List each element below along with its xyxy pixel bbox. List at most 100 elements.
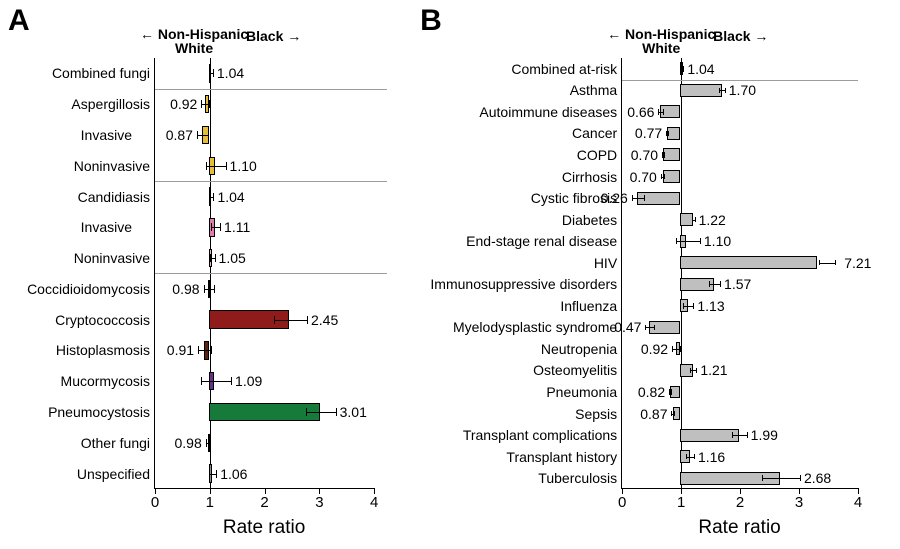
row-label: Noninvasive	[2, 243, 150, 274]
row-label: Unspecified	[2, 458, 150, 489]
value-label: 1.16	[698, 449, 725, 465]
value-label: 2.68	[804, 470, 831, 486]
bar-row: 3.01	[154, 397, 374, 428]
bar-row: 0.87	[154, 120, 374, 151]
row-label: Mucormycosis	[2, 366, 150, 397]
bar-row: 1.04	[154, 181, 374, 212]
bar-row: 1.13	[621, 295, 858, 317]
row-label: Combined fungi	[2, 58, 150, 89]
row-label: COPD	[414, 144, 617, 166]
value-label: 1.21	[700, 362, 727, 378]
bar-row: 1.09	[154, 366, 374, 397]
row-label: Transplant history	[414, 446, 617, 468]
chart-A: 01234 1.040.920.871.101.041.111.050.982.…	[154, 58, 414, 489]
value-label: 0.87	[166, 127, 193, 143]
row-label: Noninvasive	[2, 150, 150, 181]
value-label: 0.26	[601, 190, 628, 206]
header-row-B: ← Non-HispanicWhite Black →	[414, 8, 898, 58]
value-label: 1.05	[219, 250, 246, 266]
tick-label: 0	[151, 494, 159, 511]
value-label: 0.70	[631, 147, 658, 163]
value-label: 1.22	[699, 212, 726, 228]
bar-row: 0.77	[621, 123, 858, 145]
row-label: HIV	[414, 252, 617, 274]
tick-label: 3	[315, 494, 323, 511]
row-label: Other fungi	[2, 427, 150, 458]
panel-letter-B: B	[420, 4, 442, 38]
row-label: Sepsis	[414, 403, 617, 425]
value-label: 1.70	[729, 82, 756, 98]
value-label: 0.98	[172, 281, 199, 297]
header-left-B: ← Non-HispanicWhite	[607, 27, 715, 56]
tick-label: 0	[618, 494, 626, 511]
value-label: 7.21	[844, 255, 871, 271]
bar	[663, 148, 681, 161]
value-label: 0.70	[630, 169, 657, 185]
value-label: 0.92	[170, 96, 197, 112]
row-label: Autoimmune diseases	[414, 101, 617, 123]
value-label: 1.04	[217, 65, 244, 81]
bar-row: 1.04	[154, 58, 374, 89]
bar	[680, 84, 721, 97]
bar-row: 0.47	[621, 317, 858, 339]
value-label: 0.87	[640, 406, 667, 422]
panel-B: B ← Non-HispanicWhite Black → Combined a…	[414, 4, 898, 545]
chart-B: 01234 1.041.700.660.770.700.700.261.221.…	[621, 58, 898, 489]
row-label: Cirrhosis	[414, 166, 617, 188]
bar-row: 1.05	[154, 243, 374, 274]
bar-row: 0.82	[621, 381, 858, 403]
row-label: Cancer	[414, 123, 617, 145]
value-label: 0.77	[635, 125, 662, 141]
header-left-A: ← Non-HispanicWhite	[140, 27, 248, 56]
bar-row: 1.70	[621, 80, 858, 102]
tick-label: 1	[206, 494, 214, 511]
row-label: Coccidioidomycosis	[2, 273, 150, 304]
value-label: 1.99	[751, 427, 778, 443]
bar-row: 0.92	[621, 338, 858, 360]
row-label: Asthma	[414, 80, 617, 102]
bar	[209, 403, 320, 421]
bar	[680, 256, 816, 269]
value-label: 1.10	[704, 233, 731, 249]
row-label: Cystic fibrosis	[414, 187, 617, 209]
tick-label: 2	[736, 494, 744, 511]
row-label: Pneumocystosis	[2, 397, 150, 428]
header-right-A: Black →	[246, 29, 301, 44]
tick-label: 2	[260, 494, 268, 511]
row-label: Invasive	[2, 212, 150, 243]
bar-row: 0.98	[154, 273, 374, 304]
row-label: End-stage renal disease	[414, 230, 617, 252]
bar-row: 1.06	[154, 458, 374, 489]
value-label: 0.47	[614, 319, 641, 335]
value-label: 1.13	[697, 298, 724, 314]
row-label: Diabetes	[414, 209, 617, 231]
labels-B: Combined at-riskAsthmaAutoimmune disease…	[414, 58, 621, 489]
figure: A ← Non-HispanicWhite Black → Combined f…	[0, 0, 900, 549]
value-label: 0.82	[638, 384, 665, 400]
bar-row: 1.10	[621, 230, 858, 252]
row-label: Aspergillosis	[2, 89, 150, 120]
labels-A: Combined fungiAspergillosisInvasiveNonin…	[2, 58, 154, 489]
bar-row: 0.92	[154, 89, 374, 120]
bar-row: 1.22	[621, 209, 858, 231]
row-label: Immunosuppressive disorders	[414, 273, 617, 295]
value-label: 1.06	[220, 466, 247, 482]
row-label: Influenza	[414, 295, 617, 317]
tick-label: 4	[854, 494, 862, 511]
bar-row: 0.87	[621, 403, 858, 425]
bar-row: 0.70	[621, 144, 858, 166]
row-label: Pneumonia	[414, 381, 617, 403]
bar-row: 1.11	[154, 212, 374, 243]
bar-row: 0.66	[621, 101, 858, 123]
value-label: 1.09	[235, 373, 262, 389]
value-label: 1.11	[224, 219, 250, 235]
bar-row: 1.10	[154, 150, 374, 181]
bar-row: 0.70	[621, 166, 858, 188]
value-label: 3.01	[340, 404, 367, 420]
tick-label: 1	[677, 494, 685, 511]
row-label: Histoplasmosis	[2, 335, 150, 366]
value-label: 1.10	[230, 158, 257, 174]
row-label: Neutropenia	[414, 338, 617, 360]
panel-A: A ← Non-HispanicWhite Black → Combined f…	[2, 4, 414, 545]
header-row-A: ← Non-HispanicWhite Black →	[2, 8, 414, 58]
